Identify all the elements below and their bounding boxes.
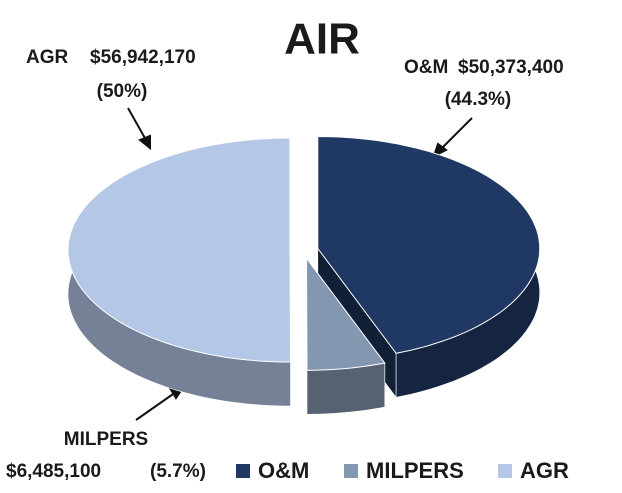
slice-side — [306, 362, 386, 415]
legend-label: MILPERS — [366, 458, 464, 483]
arrow — [135, 391, 177, 421]
arrow-head — [138, 134, 151, 151]
value-label: $56,942,170 — [90, 47, 196, 68]
slice-label: O&M — [404, 57, 448, 78]
legend-label: O&M — [258, 458, 309, 483]
legend-label: AGR — [520, 458, 569, 483]
legend-swatch — [498, 464, 512, 478]
legend-swatch — [236, 464, 250, 478]
arrow-head — [432, 142, 448, 158]
slice-label: AGR — [26, 47, 69, 68]
pie — [67, 135, 541, 415]
percent-label: (50%) — [97, 81, 148, 102]
legend: O&M MILPERS AGR — [236, 458, 569, 483]
arrow — [127, 107, 147, 141]
percent-label: (44.3%) — [445, 89, 512, 110]
chart-title: AIR — [284, 15, 360, 64]
value-label: $6,485,100 — [6, 461, 101, 482]
value-label: $50,373,400 — [458, 57, 564, 78]
slice — [305, 256, 386, 371]
slice-label: MILPERS — [64, 429, 148, 450]
slice — [67, 137, 292, 363]
legend-swatch — [344, 464, 358, 478]
percent-label: (5.7%) — [150, 461, 206, 482]
slice — [317, 135, 541, 354]
arrow — [439, 117, 473, 151]
